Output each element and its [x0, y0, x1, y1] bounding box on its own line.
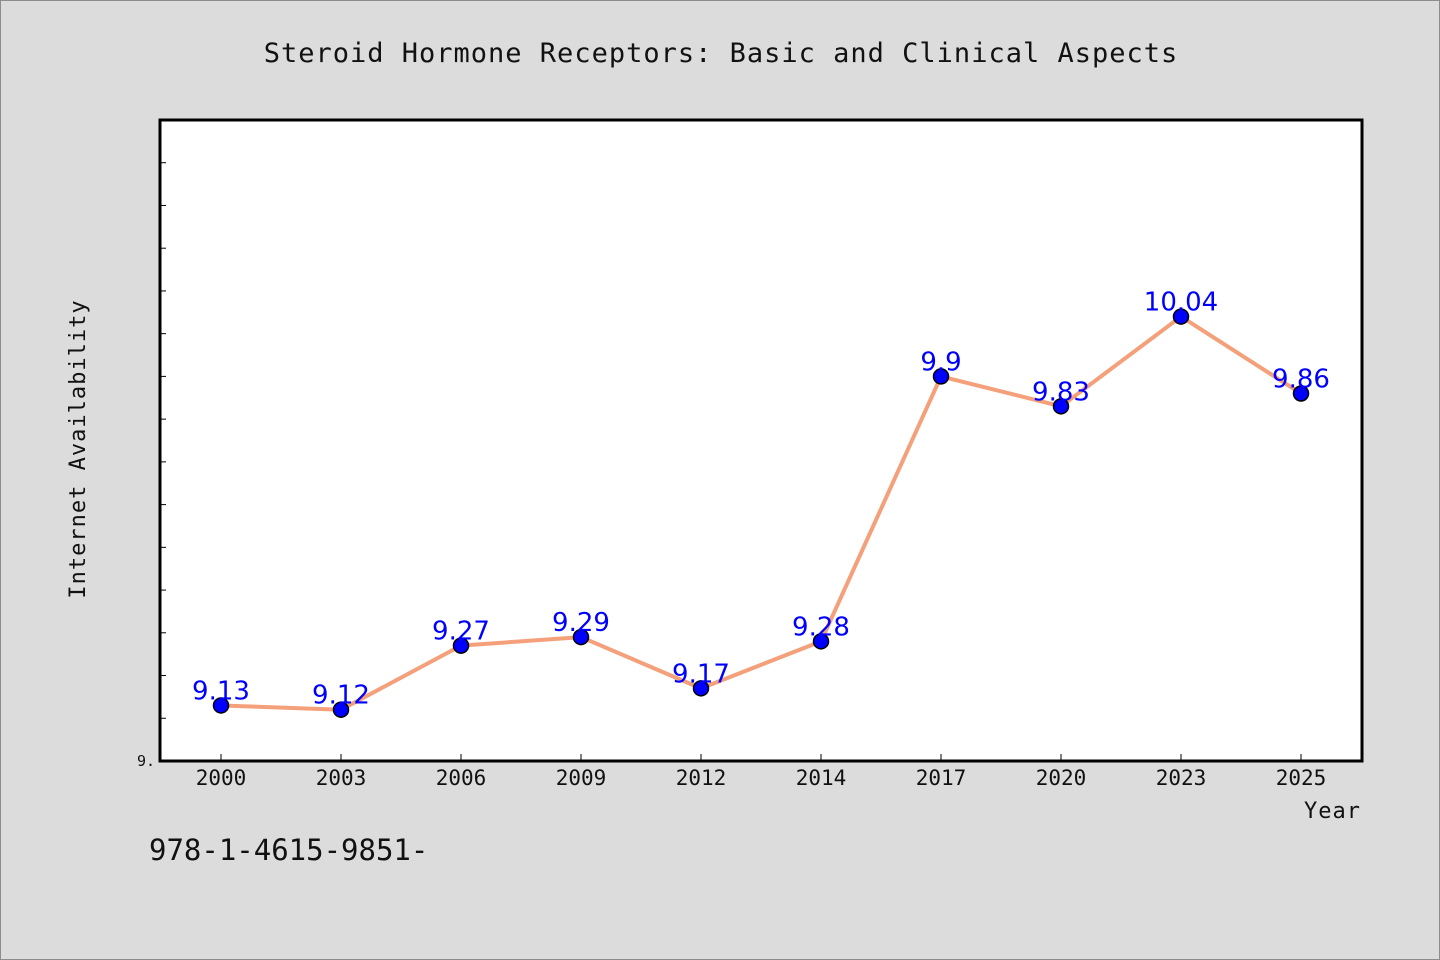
data-point: [932, 368, 950, 385]
plot-area: [160, 120, 1362, 761]
series-layer: 9.13 9.12 9.27 9.29 9.17 9.28 9.9 9.83 10.04 9.86: [192, 288, 1330, 718]
data-point: [1052, 398, 1070, 415]
data-point: [572, 628, 590, 646]
y-axis-label: Internet Availability: [66, 299, 91, 598]
data-label: 9.83: [1032, 377, 1090, 407]
data-label: 9.28: [792, 612, 850, 642]
series-line: [219, 314, 1303, 712]
data-point: [1172, 308, 1190, 325]
x-axis-label: Year: [1304, 799, 1361, 824]
x-axis-ticks: 2000 2003 2006 2009 2012 2014 2017 2020 2023 2025: [196, 754, 1327, 790]
data-label: 9.27: [432, 617, 490, 647]
x-tick-label: 2014: [796, 766, 847, 790]
data-label: 9.13: [192, 676, 250, 706]
x-tick-label: 2009: [556, 766, 607, 790]
x-tick-label: 2025: [1276, 766, 1327, 790]
data-label: 9.17: [672, 659, 730, 689]
y-tick-label: 9.: [137, 752, 155, 770]
x-tick-label: 2000: [196, 766, 247, 790]
x-tick-label: 2020: [1036, 766, 1087, 790]
x-tick-label: 2023: [1156, 766, 1207, 790]
data-point: [812, 633, 830, 650]
x-tick-label: 2006: [436, 766, 487, 790]
isbn-caption: 978-1-4615-9851-: [149, 833, 429, 867]
data-label: 9.12: [312, 681, 370, 711]
chart-title: Steroid Hormone Receptors: Basic and Cli…: [264, 38, 1179, 69]
data-label: 9.86: [1272, 364, 1330, 394]
data-point: [212, 697, 230, 714]
data-label: 9.9: [920, 347, 961, 377]
data-label: 9.29: [552, 608, 610, 638]
plot-frame: [158, 118, 1364, 763]
data-point: [692, 680, 710, 697]
data-point: [452, 637, 470, 654]
x-tick-label: 2003: [316, 766, 367, 790]
data-point: [1292, 385, 1310, 402]
x-tick-label: 2017: [916, 766, 967, 790]
data-point: [332, 701, 350, 718]
data-label: 10.04: [1144, 288, 1218, 318]
x-tick-label: 2012: [676, 766, 727, 790]
